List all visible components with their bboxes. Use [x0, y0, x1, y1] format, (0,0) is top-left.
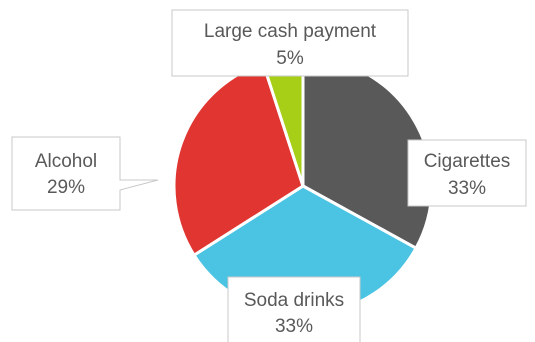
data-label-alcohol-value: 29% — [47, 177, 85, 198]
data-label-soda-drinks-name: Soda drinks — [244, 290, 344, 311]
data-label-cigarettes-name: Cigarettes — [424, 151, 511, 172]
data-label-large-cash-payment-value: 5% — [276, 48, 304, 69]
data-label-cigarettes-value: 33% — [448, 178, 486, 199]
data-label-alcohol-name: Alcohol — [35, 151, 97, 172]
callout-alcohol: Alcohol 29% — [11, 136, 159, 211]
callout-soda-drinks: Soda drinks 33% — [227, 276, 361, 342]
callout-large-cash-payment: Large cash payment 5% — [171, 9, 409, 77]
data-label-soda-drinks-value: 33% — [275, 316, 313, 337]
callout-cigarettes: Cigarettes 33% — [407, 139, 527, 207]
pie-slices — [172, 55, 434, 317]
data-label-large-cash-payment-name: Large cash payment — [204, 21, 377, 42]
